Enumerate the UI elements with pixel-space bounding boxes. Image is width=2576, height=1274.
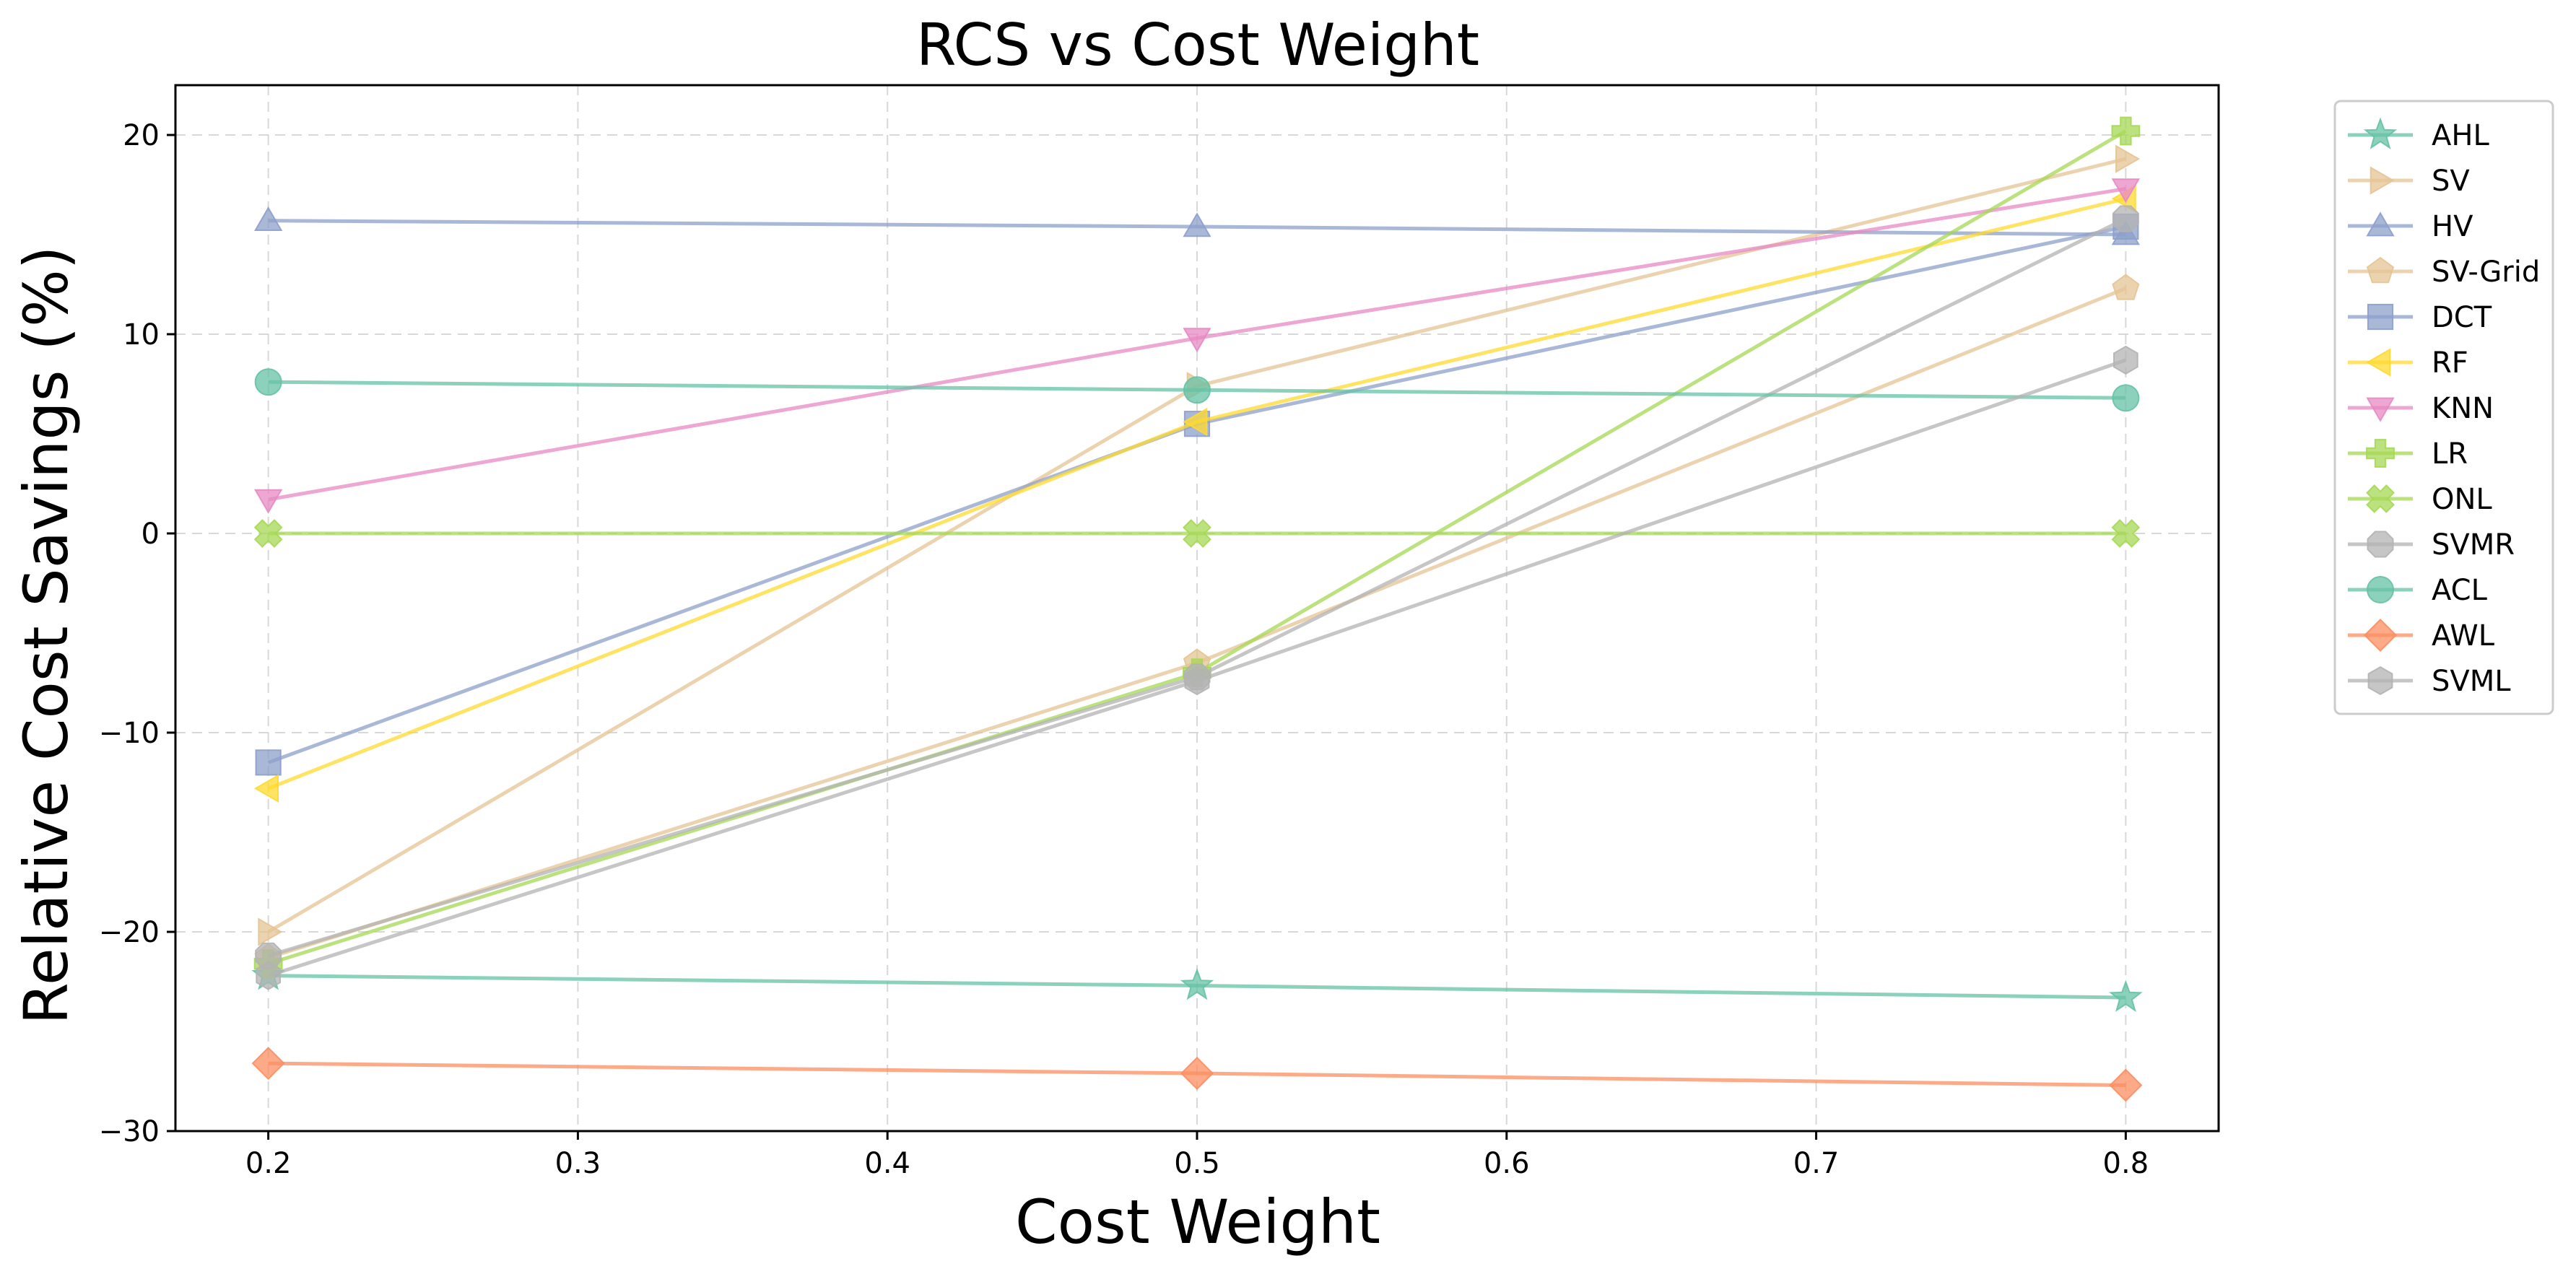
y-tick-label: 0 — [142, 518, 160, 551]
data-point-svml — [256, 961, 281, 990]
data-point-dct — [255, 749, 282, 776]
legend-item-sv: SV — [2348, 165, 2470, 198]
series-svml — [256, 345, 2138, 990]
legend-label: RF — [2432, 346, 2468, 380]
series-knn — [253, 178, 2141, 514]
data-point-knn — [1183, 328, 1211, 353]
legend-label: KNN — [2432, 392, 2494, 425]
legend-label: AWL — [2432, 619, 2495, 653]
legend-marker — [2367, 303, 2394, 331]
legend-marker — [2366, 256, 2395, 284]
y-tick-label: 20 — [123, 119, 160, 152]
x-tick-label: 0.7 — [1793, 1147, 1840, 1180]
x-tick-label: 0.3 — [555, 1147, 601, 1180]
legend-label: ACL — [2432, 574, 2488, 607]
data-point-svml — [1184, 666, 1210, 696]
legend-marker — [2366, 348, 2391, 377]
data-point-rf — [253, 774, 279, 803]
legend-marker — [2366, 439, 2395, 468]
legend-item-dct: DCT — [2348, 301, 2492, 334]
legend-label: SV-Grid — [2432, 256, 2540, 289]
y-tick-label: 10 — [123, 318, 160, 352]
y-tick-label: −10 — [99, 717, 160, 750]
data-point-ahl — [1180, 968, 1214, 1000]
legend-marker — [2367, 531, 2394, 558]
data-point-hv — [253, 206, 283, 231]
legend-label: SV — [2432, 165, 2470, 198]
data-point-sv-grid — [2112, 274, 2140, 300]
legend-item-rf: RF — [2348, 346, 2468, 380]
series-onl — [253, 519, 2141, 548]
data-point-ahl — [2109, 980, 2143, 1012]
y-tick-label: −30 — [99, 1115, 160, 1148]
data-point-onl — [253, 519, 283, 548]
legend-marker — [2363, 618, 2398, 653]
data-point-acl — [1183, 376, 1211, 404]
legend-item-acl: ACL — [2348, 574, 2488, 607]
data-point-hv — [1183, 212, 1211, 237]
x-axis-label: Cost Weight — [1015, 1187, 1380, 1257]
data-point-awl — [2109, 1068, 2143, 1102]
legend-box — [2333, 100, 2554, 715]
legend-label: HV — [2432, 210, 2473, 243]
chart-title: RCS vs Cost Weight — [916, 12, 1479, 79]
legend-label: AHL — [2432, 119, 2489, 152]
legend-label: DCT — [2432, 301, 2492, 334]
x-tick-label: 0.8 — [2103, 1147, 2149, 1180]
legend-item-svml: SVML — [2348, 665, 2511, 698]
legend-label: SVMR — [2432, 528, 2515, 562]
legend-marker — [2363, 117, 2398, 149]
data-point-svml — [2113, 345, 2138, 375]
data-point-rf — [1183, 407, 1208, 437]
legend-label: SVML — [2432, 665, 2511, 698]
legend-item-sv-grid: SV-Grid — [2348, 256, 2540, 289]
series-layer — [251, 116, 2143, 1102]
legend-marker — [2366, 484, 2395, 513]
data-point-sv — [258, 917, 283, 946]
legend-item-awl: AWL — [2348, 618, 2495, 653]
data-point-knn — [253, 489, 283, 514]
legend-item-hv: HV — [2348, 210, 2473, 243]
legend-item-knn: KNN — [2348, 392, 2494, 425]
series-acl — [254, 368, 2140, 412]
data-point-lr — [2111, 116, 2141, 146]
data-point-sv — [2115, 144, 2141, 173]
legend-item-onl: ONL — [2348, 483, 2492, 516]
x-tick-label: 0.4 — [864, 1147, 910, 1180]
data-point-svmr — [2112, 205, 2139, 232]
axis-ticks: 0.2 0.3 0.4 0.5 0.6 0.7 0.8 −30 −20 −10 0 10 20 — [99, 119, 2149, 1180]
legend-label: LR — [2432, 437, 2468, 471]
series-awl — [251, 1047, 2143, 1102]
data-point-awl — [251, 1047, 285, 1081]
y-tick-label: −20 — [99, 916, 160, 949]
data-point-onl — [2111, 519, 2141, 548]
legend-item-ahl: AHL — [2348, 117, 2489, 152]
legend-marker — [2370, 166, 2395, 195]
data-point-acl — [2112, 384, 2140, 412]
legend-marker — [2366, 211, 2395, 237]
legend-marker — [2367, 666, 2393, 696]
legend-marker — [2367, 576, 2394, 603]
x-tick-label: 0.5 — [1174, 1147, 1220, 1180]
data-point-acl — [254, 368, 282, 396]
y-axis-label: Relative Cost Savings (%) — [11, 245, 82, 1024]
x-tick-label: 0.6 — [1484, 1147, 1530, 1180]
legend-item-lr: LR — [2348, 437, 2468, 471]
data-point-onl — [1183, 519, 1211, 548]
data-point-awl — [1180, 1056, 1214, 1090]
data-point-knn — [2111, 178, 2141, 204]
legend-item-svmr: SVMR — [2348, 528, 2515, 562]
x-tick-label: 0.2 — [245, 1147, 292, 1180]
legend: AHL SV HV SV-Grid DCT RF KNN LR ONL SVMR ACL AWL SVM… — [2333, 100, 2554, 715]
legend-marker — [2366, 397, 2395, 422]
legend-label: ONL — [2432, 483, 2492, 516]
